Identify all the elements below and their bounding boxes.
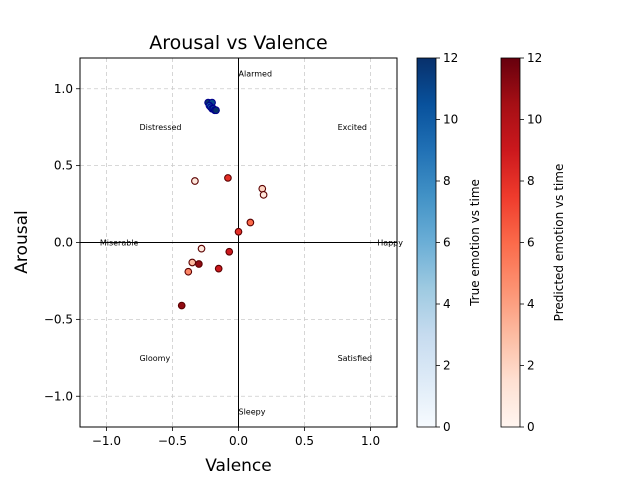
predicted-emotion-point [246, 218, 255, 227]
predicted-emotion-point [258, 184, 267, 193]
y-tick-label: −0.5 [44, 312, 73, 326]
annotation-label: Gloomy [139, 354, 170, 363]
annotation-label: Happy [377, 239, 403, 248]
y-tick-label: −1.0 [44, 389, 73, 403]
colorbar-tick-label: 0 [527, 420, 535, 434]
predicted-emotion-point [197, 244, 206, 253]
colorbar-tick-label: 0 [443, 420, 451, 434]
colorbar-tick-label: 12 [527, 51, 542, 65]
colorbar-tick-label: 8 [443, 174, 451, 188]
annotation-label: Excited [338, 123, 367, 132]
colorbar-predicted [500, 57, 521, 428]
colorbar-tick-label: 12 [443, 51, 458, 65]
predicted-emotion-point [214, 264, 223, 273]
predicted-emotion-point [184, 267, 193, 276]
annotation-label: Sleepy [239, 408, 266, 417]
predicted-emotion-point [188, 258, 197, 267]
predicted-emotion-point [177, 301, 186, 310]
x-tick-label: 0.0 [229, 434, 248, 448]
predicted-emotion-point [259, 190, 268, 199]
y-tick-label: 0.5 [54, 159, 73, 173]
predicted-emotion-point [225, 247, 234, 256]
colorbar-tick-label: 10 [527, 113, 542, 127]
x-tick-label: 1.0 [361, 434, 380, 448]
colorbar-tick-label: 10 [443, 113, 458, 127]
colorbar-tick-label: 4 [527, 297, 535, 311]
x-tick-label: −1.0 [92, 434, 121, 448]
colorbar-tick-label: 8 [527, 174, 535, 188]
annotation-label: Alarmed [239, 69, 273, 78]
colorbar-label: Predicted emotion vs time [552, 164, 566, 322]
true-emotion-point [212, 106, 220, 115]
colorbar-tick-label: 6 [527, 236, 535, 250]
colorbar-label: True emotion vs time [468, 179, 482, 307]
colorbar-tick-label: 6 [443, 236, 451, 250]
annotation-label: Distressed [139, 123, 181, 132]
colorbar-tick-label: 2 [527, 359, 535, 373]
y-tick-label: 0.0 [54, 236, 73, 250]
y-tick-label: 1.0 [54, 82, 73, 96]
colorbar-tick-label: 4 [443, 297, 451, 311]
colorbar-true [416, 57, 437, 428]
colorbars: 0 2 4 6 8 10 12 True emotion vs time 0 2 4 6 8 10 12 Pr… [416, 51, 566, 434]
annotation-label: Miserable [100, 239, 139, 248]
predicted-emotion-point [191, 177, 199, 185]
colorbar-tick-label: 2 [443, 359, 451, 373]
y-axis-label: Arousal [12, 210, 32, 273]
x-tick-label: 0.5 [295, 434, 314, 448]
x-axis-label: Valence [205, 456, 272, 476]
annotation-label: Satisfied [338, 354, 373, 363]
chart-title: Arousal vs Valence [149, 32, 327, 54]
predicted-emotion-point [195, 260, 203, 268]
predicted-emotion-point [234, 227, 243, 236]
x-tick-label: −0.5 [158, 434, 187, 448]
predicted-emotion-point [224, 174, 232, 182]
plot-area: Alarmed Excited Happy Satisfied Sleepy Gloomy… [44, 57, 403, 448]
